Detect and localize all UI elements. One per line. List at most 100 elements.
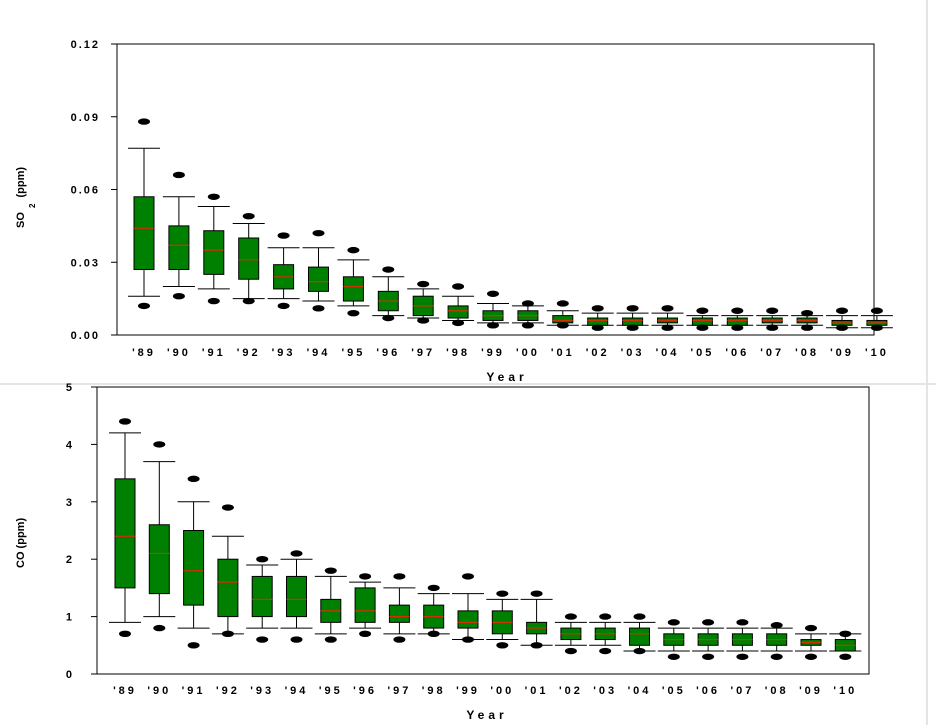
so2-x-tick-label: '94 bbox=[307, 347, 331, 359]
so2-x-tick-label: '92 bbox=[237, 347, 261, 359]
co-outlier-high bbox=[633, 613, 646, 620]
co-box-4 bbox=[246, 556, 279, 643]
so2-y-axis: 0.00 0.03 0.06 0.09 0.12 bbox=[71, 39, 117, 342]
so2-iqr-box bbox=[342, 276, 364, 302]
co-box-10 bbox=[452, 573, 484, 643]
co-outlier-low bbox=[324, 636, 337, 643]
co-x-tick-label: '10 bbox=[833, 685, 857, 697]
so2-outlier-low bbox=[207, 297, 220, 305]
so2-x-tick-label: '93 bbox=[272, 347, 296, 359]
co-iqr-box bbox=[388, 604, 410, 623]
co-box-1 bbox=[143, 441, 176, 632]
co-x-tick-label: '90 bbox=[147, 685, 171, 697]
co-outlier-low bbox=[702, 653, 715, 660]
co-outlier-low bbox=[290, 636, 303, 643]
co-outlier-low bbox=[256, 636, 269, 643]
so2-boxplot-panel: 0.000.030.060.090.12 '89'90'91'92'93'94 '… bbox=[15, 39, 893, 384]
so2-x-tick-label: '97 bbox=[411, 347, 435, 359]
so2-outlier-high bbox=[312, 229, 325, 237]
so2-outlier-high bbox=[487, 290, 499, 297]
so2-x-tick-label: '04 bbox=[656, 347, 680, 359]
co-outlier-high bbox=[530, 590, 543, 597]
co-x-tick-label: '00 bbox=[490, 685, 514, 697]
co-x-tick-label: '06 bbox=[696, 685, 720, 697]
co-box-13 bbox=[554, 613, 587, 655]
so2-x-tick-label: '91 bbox=[202, 347, 226, 359]
so2-outlier-low bbox=[870, 324, 883, 331]
co-y-tick-label: 3 bbox=[66, 497, 74, 509]
so2-x-tick-label: '06 bbox=[725, 347, 749, 359]
so2-outlier-low bbox=[521, 322, 534, 329]
so2-x-tick-label: '95 bbox=[341, 347, 365, 359]
so2-box-18 bbox=[756, 307, 789, 331]
co-x-tick-label: '91 bbox=[182, 685, 206, 697]
so2-outlier-high bbox=[661, 305, 674, 312]
co-outlier-high bbox=[256, 556, 269, 563]
co-box-11 bbox=[486, 590, 519, 649]
so2-outlier-low bbox=[591, 324, 604, 331]
co-x-tick-label: '92 bbox=[216, 685, 240, 697]
co-outlier-low bbox=[221, 630, 234, 638]
so2-outlier-high bbox=[556, 300, 569, 307]
so2-outlier-high bbox=[242, 212, 255, 220]
so2-iqr-box bbox=[726, 317, 748, 326]
co-x-axis: '89 '90 '91 '92 '93 '94 '95 '96 '97 '98 '99 '00 '01 '… bbox=[113, 685, 857, 697]
co-x-tick-label: '04 bbox=[628, 685, 652, 697]
co-box-12 bbox=[520, 590, 553, 649]
panel-right-edge bbox=[926, 0, 928, 725]
so2-iqr-box bbox=[168, 225, 190, 271]
so2-outlier-high bbox=[382, 266, 395, 273]
so2-outlier-low bbox=[801, 324, 814, 331]
co-iqr-box bbox=[148, 524, 170, 595]
so2-x-tick-label: '98 bbox=[446, 347, 470, 359]
so2-x-axis: '89 '90 '91 '92 '93 '94 '95 '96 '97 '98 '99 '00 '01 '… bbox=[132, 347, 886, 359]
so2-y-tick-label: 0.06 bbox=[71, 185, 100, 197]
co-box-7 bbox=[349, 573, 382, 638]
so2-outlier-low bbox=[277, 302, 290, 310]
co-box-6 bbox=[314, 567, 347, 643]
co-x-tick-label: '01 bbox=[525, 685, 549, 697]
so2-box-17 bbox=[721, 307, 754, 331]
co-iqr-box bbox=[629, 627, 650, 646]
co-outlier-high bbox=[839, 630, 852, 638]
co-y-tick-label: 0 bbox=[66, 669, 74, 681]
so2-y-tick-label: 0.00 bbox=[71, 330, 100, 342]
co-x-tick-label: '93 bbox=[250, 685, 274, 697]
co-boxes bbox=[109, 418, 862, 660]
co-outlier-low bbox=[187, 642, 200, 649]
so2-outlier-low bbox=[452, 319, 465, 327]
so2-iqr-box bbox=[587, 317, 609, 326]
so2-box-14 bbox=[616, 305, 649, 331]
so2-iqr-box bbox=[447, 305, 469, 319]
co-x-tick-label: '99 bbox=[456, 685, 480, 697]
so2-x-tick-label: '03 bbox=[621, 347, 645, 359]
co-outlier-low bbox=[736, 653, 749, 660]
co-box-8 bbox=[383, 573, 416, 643]
so2-x-tick-label: '02 bbox=[586, 347, 610, 359]
co-outlier-low bbox=[599, 647, 612, 655]
so2-x-tick-label: '08 bbox=[795, 347, 819, 359]
co-iqr-box bbox=[354, 587, 376, 623]
so2-box-12 bbox=[546, 300, 579, 329]
so2-outlier-high bbox=[766, 307, 779, 314]
so2-outlier-high bbox=[452, 283, 465, 290]
co-outlier-high bbox=[736, 619, 749, 626]
so2-box-5 bbox=[302, 229, 335, 312]
co-boxplot-panel: 0 1 2 3 4 5 '89 '90 '91 '92 '93 '94 '95 '96 '97 '98 '99… bbox=[15, 382, 870, 722]
co-outlier-high bbox=[290, 550, 303, 557]
co-outlier-high bbox=[462, 573, 474, 580]
so2-iqr-box bbox=[133, 196, 155, 271]
co-x-tick-label: '05 bbox=[662, 685, 686, 697]
co-y-axis: 0 1 2 3 4 5 bbox=[66, 382, 97, 681]
so2-outlier-low bbox=[626, 324, 639, 331]
so2-box-16 bbox=[686, 307, 719, 331]
so2-y-axis-title: SO 2 (ppm) bbox=[15, 167, 38, 228]
so2-outlier-low bbox=[242, 297, 255, 305]
co-box-16 bbox=[657, 619, 690, 660]
so2-box-4 bbox=[267, 232, 300, 310]
co-iqr-box bbox=[251, 575, 273, 618]
co-outlier-high bbox=[153, 441, 166, 448]
so2-y-title-main: SO bbox=[15, 212, 27, 228]
co-outlier-low bbox=[805, 653, 817, 660]
so2-x-tick-label: '99 bbox=[481, 347, 505, 359]
